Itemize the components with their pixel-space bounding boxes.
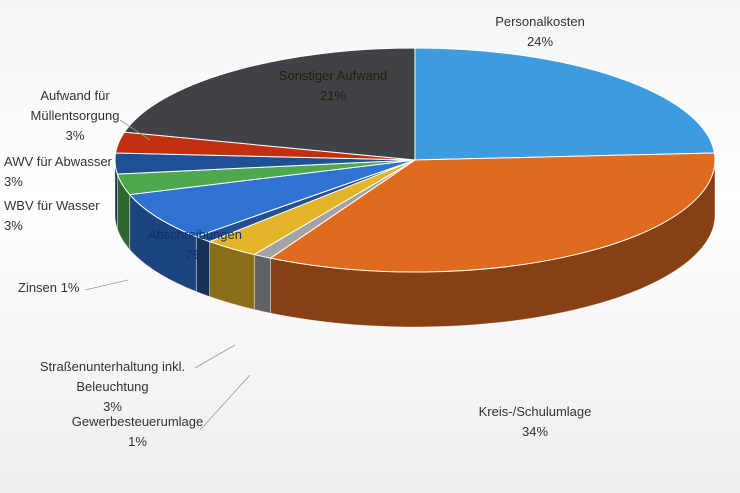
leader-line [199, 374, 251, 431]
value-label: 3% [65, 128, 85, 143]
data-label: Straßenunterhaltung inkl. Beleuchtung 3% [25, 357, 200, 417]
data-label: Aufwand für Müllentsorgung 3% [20, 86, 130, 146]
slice [128, 159, 416, 238]
category-label: Personalkosten [495, 14, 585, 29]
category-label: Straßenunterhaltung inkl. Beleuchtung [39, 359, 186, 394]
data-label: AWV für Abwasser 3% [4, 152, 134, 192]
value-label: 34% [521, 424, 549, 439]
data-label: Gewerbesteuerumlage 1% [60, 412, 215, 452]
category-label: Aufwand für Müllentsorgung [30, 88, 120, 123]
slice [123, 47, 416, 161]
category-label: AWV für Abwasser [4, 154, 112, 169]
category-label: Kreis-/Schulumlage [478, 404, 592, 419]
leader-line [119, 119, 151, 141]
value-label: 3% [103, 399, 122, 414]
data-label: Personalkosten 24% [485, 12, 595, 52]
value-label: 1% [128, 434, 147, 449]
leader-line [194, 344, 236, 369]
value-label: 7% [185, 247, 205, 262]
data-label: Abschreibungen 7% [135, 225, 255, 265]
data-label: Zinsen 1% [18, 278, 108, 298]
leader-line [84, 279, 129, 291]
value-label: 3% [4, 218, 23, 233]
category-label: Sonstiger Aufwand [278, 68, 388, 83]
data-label: Sonstiger Aufwand 21% [263, 66, 403, 106]
category-label: WBV für Wasser [4, 198, 100, 213]
slice [414, 47, 715, 161]
category-label: Abschreibungen [148, 227, 242, 242]
value-label: 24% [526, 34, 554, 49]
data-label: WBV für Wasser 3% [4, 196, 114, 236]
category-label: Gewerbesteuerumlage [71, 414, 204, 429]
category-label: Zinsen [18, 280, 58, 295]
data-label: Kreis-/Schulumlage 34% [470, 402, 600, 442]
slice-side [253, 254, 271, 314]
value-label: 3% [4, 174, 23, 189]
value-label: 1% [60, 280, 80, 295]
value-label: 21% [319, 88, 347, 103]
